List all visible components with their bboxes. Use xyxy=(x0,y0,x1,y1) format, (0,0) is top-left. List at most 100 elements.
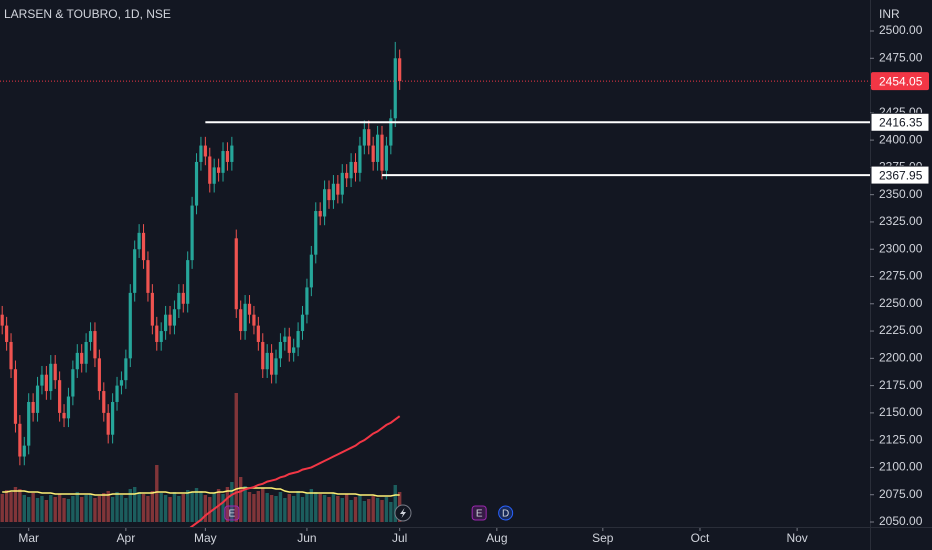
volume-bar xyxy=(93,498,97,522)
volume-bar xyxy=(305,493,309,522)
candle-body xyxy=(314,211,318,255)
currency: INR xyxy=(879,7,900,21)
candle-body xyxy=(362,129,366,146)
volume-bar xyxy=(199,491,203,522)
volume-bar xyxy=(291,496,296,522)
event-label: D xyxy=(502,509,509,520)
level-box xyxy=(870,112,930,132)
candle-body xyxy=(194,161,199,206)
candle-body xyxy=(141,232,146,261)
candle-body xyxy=(221,151,225,173)
volume-bar xyxy=(318,494,322,522)
candle-body xyxy=(115,385,119,402)
candle-body xyxy=(234,238,238,310)
candle-body xyxy=(190,205,194,261)
volume-bar xyxy=(340,498,344,522)
volume-bar xyxy=(336,496,340,522)
y-tick-label: 2125.00 xyxy=(879,432,923,446)
alert-icon xyxy=(394,504,412,522)
volume-bar xyxy=(49,495,53,522)
candle-body xyxy=(367,129,371,146)
volume-bar xyxy=(80,497,84,522)
y-tick-label: 2100.00 xyxy=(879,460,923,474)
candle-body xyxy=(186,260,190,304)
candle-body xyxy=(31,401,35,413)
x-tick-label: Sep xyxy=(592,531,614,545)
volume-bar xyxy=(384,497,389,522)
candle-body xyxy=(336,183,340,195)
volume-bar xyxy=(238,477,243,522)
volume-bar xyxy=(194,488,199,522)
volume-bar xyxy=(110,497,115,522)
volume-bar xyxy=(40,496,44,522)
candle-body xyxy=(261,341,265,370)
volume-bar xyxy=(124,498,128,522)
volume-bar xyxy=(168,497,172,522)
candle-body xyxy=(177,292,181,310)
candle-body xyxy=(384,145,389,171)
candle-body xyxy=(371,145,375,162)
chart-title: LARSEN & TOUBRO, 1D, NSE xyxy=(4,7,171,21)
volume-bar xyxy=(221,494,225,522)
volume-bar xyxy=(208,497,212,522)
candle-body xyxy=(300,314,305,332)
volume-bar xyxy=(150,491,155,522)
candle-body xyxy=(389,118,393,146)
volume-bar xyxy=(18,489,22,522)
candle-body xyxy=(66,396,71,419)
candle-body xyxy=(208,156,212,184)
y-tick-label: 2275.00 xyxy=(879,269,923,283)
last-price-box xyxy=(871,72,929,91)
candle-body xyxy=(18,423,22,457)
candle-body xyxy=(358,145,362,173)
candle-body xyxy=(111,401,115,435)
volume-bar xyxy=(247,492,252,522)
volume-bar xyxy=(252,494,256,522)
volume-bar xyxy=(31,493,35,522)
y-tick-label: 2075.00 xyxy=(879,487,923,501)
volume-bar xyxy=(9,492,13,522)
volume-bar xyxy=(66,499,71,522)
volume-bar xyxy=(375,498,380,522)
candle-body xyxy=(88,331,93,342)
volume-bar xyxy=(349,500,353,522)
event-badge xyxy=(471,505,487,521)
x-tick-label: Nov xyxy=(786,531,807,545)
x-tick-label: Jun xyxy=(297,531,316,545)
event-label: E xyxy=(229,509,236,520)
volume-bar xyxy=(75,492,79,522)
x-tick-label: Apr xyxy=(117,531,136,545)
candle-body xyxy=(97,358,101,392)
candle-body xyxy=(296,331,300,348)
volume-bar xyxy=(159,493,163,522)
y-tick-label: 2500.00 xyxy=(879,23,923,37)
candle-body xyxy=(155,325,159,342)
candle-body xyxy=(398,58,402,82)
candle-body xyxy=(217,167,221,173)
x-tick-label: Jul xyxy=(392,531,407,545)
volume-bar xyxy=(393,485,397,522)
candle-body xyxy=(53,363,57,381)
candle-body xyxy=(345,172,349,179)
volume-bar xyxy=(278,492,283,522)
candle-body xyxy=(239,309,243,332)
y-tick-label: 2475.00 xyxy=(879,50,923,64)
volume-bar xyxy=(137,492,141,522)
candle-body xyxy=(49,363,53,392)
volume-bar xyxy=(185,490,190,522)
volume-bar xyxy=(322,495,327,522)
candle-body xyxy=(199,145,203,162)
volume-bar xyxy=(44,500,49,522)
volume-bar xyxy=(212,493,216,522)
volume-bar xyxy=(155,465,159,522)
volume-bar xyxy=(22,495,26,522)
volume-bar xyxy=(234,393,238,522)
candle-body xyxy=(287,336,291,353)
volume-bar xyxy=(62,498,66,522)
y-tick-label: 2200.00 xyxy=(879,351,923,365)
candle-body xyxy=(318,211,322,217)
candle-body xyxy=(243,303,247,332)
candle-body xyxy=(84,341,88,364)
candle-body xyxy=(331,183,336,201)
